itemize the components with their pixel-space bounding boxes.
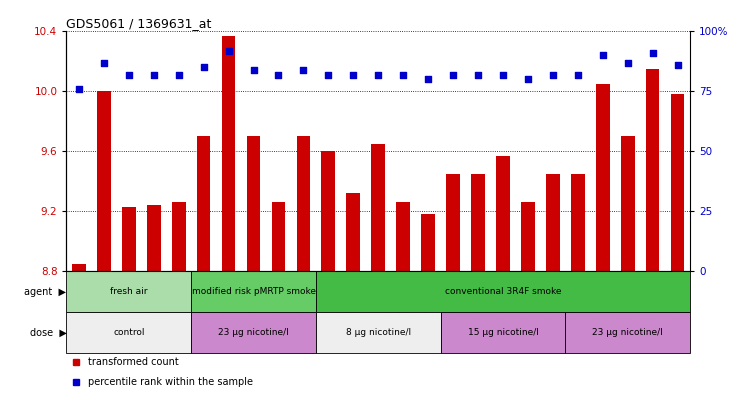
- Bar: [671, 94, 684, 271]
- Bar: [191, 271, 316, 312]
- Text: 15 μg nicotine/l: 15 μg nicotine/l: [467, 328, 539, 337]
- Point: [572, 72, 584, 78]
- Bar: [421, 214, 435, 271]
- Bar: [147, 205, 161, 271]
- Bar: [546, 174, 559, 271]
- Bar: [322, 151, 335, 271]
- Text: percentile rank within the sample: percentile rank within the sample: [89, 377, 253, 387]
- Bar: [66, 312, 191, 353]
- Point: [297, 67, 309, 73]
- Point: [497, 72, 509, 78]
- Point: [123, 72, 135, 78]
- Point: [323, 72, 334, 78]
- Bar: [122, 207, 136, 271]
- Bar: [596, 84, 610, 271]
- Bar: [66, 271, 191, 312]
- Point: [547, 72, 559, 78]
- Point: [597, 52, 609, 59]
- Bar: [272, 202, 286, 271]
- Point: [397, 72, 409, 78]
- Point: [522, 76, 534, 83]
- Bar: [72, 264, 86, 271]
- Bar: [346, 193, 360, 271]
- Bar: [371, 144, 385, 271]
- Point: [373, 72, 384, 78]
- Bar: [396, 202, 410, 271]
- Point: [173, 72, 184, 78]
- Text: 8 μg nicotine/l: 8 μg nicotine/l: [345, 328, 411, 337]
- Point: [348, 72, 359, 78]
- Bar: [297, 136, 310, 271]
- Text: fresh air: fresh air: [110, 287, 148, 296]
- Bar: [471, 174, 485, 271]
- Point: [272, 72, 284, 78]
- Bar: [571, 174, 584, 271]
- Point: [672, 62, 683, 68]
- Point: [646, 50, 658, 56]
- Bar: [172, 202, 185, 271]
- Text: control: control: [113, 328, 145, 337]
- Text: dose  ▶: dose ▶: [30, 328, 66, 338]
- Text: 23 μg nicotine/l: 23 μg nicotine/l: [218, 328, 289, 337]
- Bar: [246, 136, 261, 271]
- Bar: [97, 91, 111, 271]
- Bar: [565, 312, 690, 353]
- Bar: [646, 69, 660, 271]
- Bar: [197, 136, 210, 271]
- Text: agent  ▶: agent ▶: [24, 286, 66, 297]
- Point: [198, 64, 210, 70]
- Point: [472, 72, 484, 78]
- Point: [422, 76, 434, 83]
- Text: transformed count: transformed count: [89, 357, 179, 367]
- Bar: [191, 312, 316, 353]
- Bar: [446, 174, 460, 271]
- Text: GDS5061 / 1369631_at: GDS5061 / 1369631_at: [66, 17, 212, 30]
- Text: conventional 3R4F smoke: conventional 3R4F smoke: [445, 287, 561, 296]
- Point: [223, 48, 235, 54]
- Bar: [316, 271, 690, 312]
- Point: [98, 59, 110, 66]
- Bar: [221, 36, 235, 271]
- Bar: [316, 312, 441, 353]
- Point: [148, 72, 159, 78]
- Point: [248, 67, 260, 73]
- Text: modified risk pMRTP smoke: modified risk pMRTP smoke: [191, 287, 316, 296]
- Text: 23 μg nicotine/l: 23 μg nicotine/l: [593, 328, 663, 337]
- Bar: [621, 136, 635, 271]
- Point: [73, 86, 85, 92]
- Bar: [441, 312, 565, 353]
- Point: [447, 72, 459, 78]
- Bar: [496, 156, 510, 271]
- Bar: [521, 202, 535, 271]
- Point: [622, 59, 634, 66]
